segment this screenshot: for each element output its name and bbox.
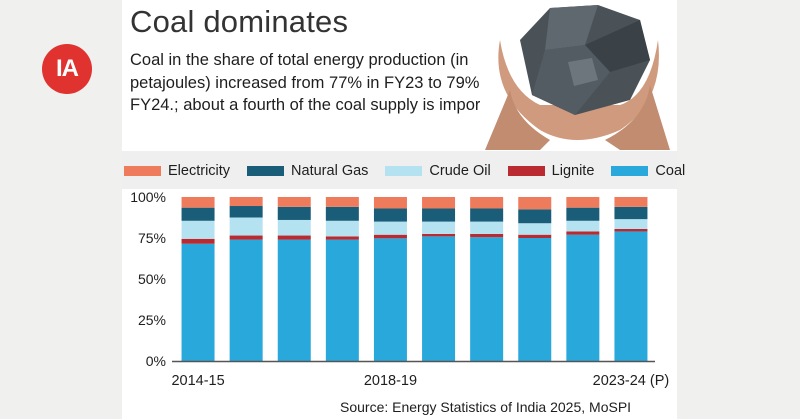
x-tick-label: 2018-19 xyxy=(364,373,417,389)
bar-segment-coal xyxy=(422,236,456,361)
bar-segment-electricity xyxy=(422,197,456,209)
bar-segment-lignite xyxy=(229,235,263,240)
bar-segment-coal xyxy=(470,237,504,361)
bar-segment-electricity xyxy=(181,197,215,208)
site-logo[interactable]: IA xyxy=(42,44,92,94)
bar-segment-electricity xyxy=(229,197,263,207)
y-tick-label: 50% xyxy=(138,271,166,287)
bar-segment-natural-gas xyxy=(470,208,504,222)
bar-segment-natural-gas xyxy=(277,206,311,220)
bar-segment-natural-gas xyxy=(422,208,456,222)
bar-segment-crude-oil xyxy=(614,219,648,229)
bar-segment-lignite xyxy=(470,233,504,238)
chart-title: Coal dominates xyxy=(130,4,349,39)
y-tick-label: 25% xyxy=(138,312,166,328)
bar-segment-coal xyxy=(181,243,215,361)
bar-segment-crude-oil xyxy=(470,221,504,234)
bar-segment-coal xyxy=(277,239,311,361)
legend-swatch xyxy=(124,166,161,176)
y-tick-label: 0% xyxy=(146,353,166,369)
bar-segment-lignite xyxy=(422,233,456,237)
bar-segment-coal xyxy=(566,234,600,361)
bar-segment-electricity xyxy=(470,197,504,209)
bar-segment-lignite xyxy=(518,234,552,238)
legend-swatch xyxy=(385,166,423,176)
bar-segment-lignite xyxy=(614,228,648,232)
legend-item-natural-gas: Natural Gas xyxy=(247,163,368,179)
legend-swatch xyxy=(247,166,285,176)
bar-segment-electricity xyxy=(373,197,407,209)
bar-segment-crude-oil xyxy=(181,220,215,239)
bar-segment-crude-oil xyxy=(373,221,407,235)
y-tick-label: 75% xyxy=(138,230,166,246)
stacked-bar-chart: 0% 25% 50% 75% 100% 2014-15 2018-19 2023-24 (P) xyxy=(130,189,670,389)
bar-segment-natural-gas xyxy=(373,208,407,222)
x-tick-label: 2014-15 xyxy=(171,373,224,389)
bar-segment-crude-oil xyxy=(566,220,600,232)
bar-segment-crude-oil xyxy=(277,219,311,236)
legend-label: Coal xyxy=(655,163,686,179)
bar-segment-lignite xyxy=(325,236,359,240)
bar-segment-coal xyxy=(614,231,648,361)
bar-segment-electricity xyxy=(518,197,552,210)
bar-segment-coal xyxy=(373,238,407,361)
coal-in-hands-image xyxy=(480,0,675,150)
bar-segment-electricity xyxy=(325,197,359,207)
legend-swatch xyxy=(611,166,649,176)
bar-segment-electricity xyxy=(566,197,600,208)
bar-segment-crude-oil xyxy=(422,221,456,234)
legend-swatch xyxy=(507,166,545,176)
bar-segment-coal xyxy=(325,239,359,361)
bar-segment-crude-oil xyxy=(518,223,552,235)
bar-segment-coal xyxy=(229,239,263,361)
x-tick-label: 2023-24 (P) xyxy=(593,373,670,389)
legend-item-lignite: Lignite xyxy=(507,163,595,179)
chart-subtitle: Coal in the share of total energy produc… xyxy=(130,51,504,114)
legend-label: Lignite xyxy=(551,163,595,179)
bar-segment-coal xyxy=(518,238,552,361)
bar-segment-crude-oil xyxy=(229,217,263,236)
bar-segment-natural-gas xyxy=(229,206,263,218)
bar-segment-lignite xyxy=(566,231,600,235)
bar-segment-natural-gas xyxy=(566,207,600,221)
bar-segment-lignite xyxy=(181,238,215,244)
bar-segment-lignite xyxy=(373,234,407,239)
legend-label: Natural Gas xyxy=(291,163,369,179)
bar-segment-lignite xyxy=(277,235,311,240)
bar-segment-electricity xyxy=(614,197,648,207)
bar-segment-electricity xyxy=(277,197,311,207)
source-note: Source: Energy Statistics of India 2025,… xyxy=(340,399,632,415)
bar-segment-natural-gas xyxy=(518,209,552,224)
bar-segment-crude-oil xyxy=(325,220,359,237)
legend-item-crude-oil: Crude Oil xyxy=(385,163,491,179)
y-tick-label: 100% xyxy=(130,189,166,205)
bar-segment-natural-gas xyxy=(181,207,215,221)
legend-label: Crude Oil xyxy=(429,163,491,179)
legend-label: Electricity xyxy=(168,163,231,179)
chart-legend: Electricity Natural Gas Crude Oil Lignite Co… xyxy=(124,161,702,181)
site-logo-text: IA xyxy=(56,55,79,82)
legend-item-coal: Coal xyxy=(611,163,685,179)
bar-segment-natural-gas xyxy=(614,206,648,220)
legend-item-electricity: Electricity xyxy=(124,163,230,179)
bar-segment-natural-gas xyxy=(325,206,359,221)
